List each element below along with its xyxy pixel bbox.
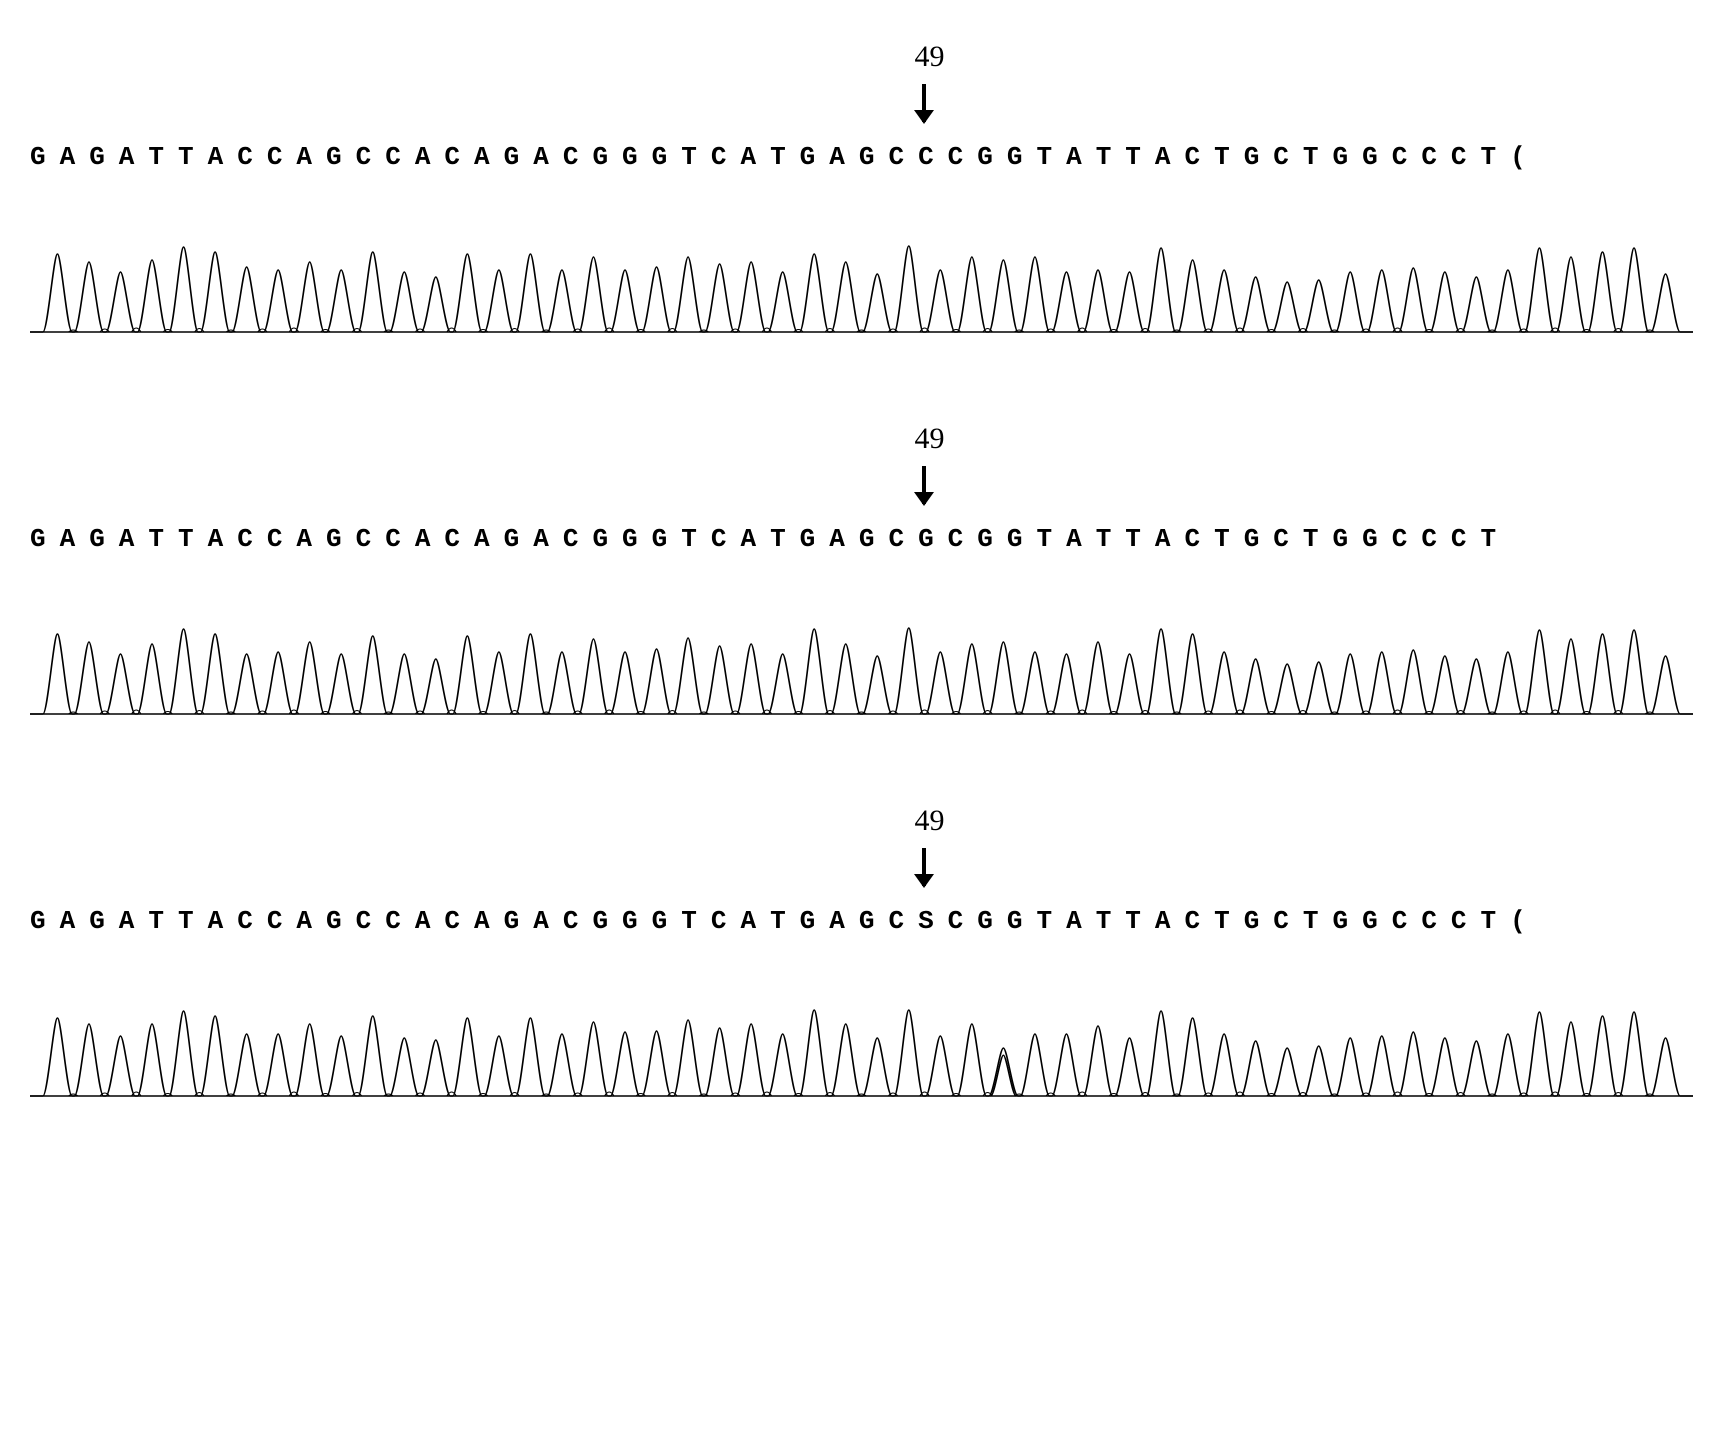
trace-container xyxy=(30,202,1693,342)
down-arrow-icon xyxy=(922,84,926,122)
down-arrow-icon xyxy=(922,848,926,886)
chromatogram-panel-3: 49 GAGATTACCAGCCACAGACGGGTCATGAGCSCGGTATT… xyxy=(30,804,1693,1106)
sequence-text: GAGATTACCAGCCACAGACGGGTCATGAGCSCGGTATTAC… xyxy=(30,906,1693,936)
down-arrow-icon xyxy=(922,466,926,504)
chromatogram-panel-1: 49 GAGATTACCAGCCACAGACGGGTCATGAGCCCGGTATT… xyxy=(30,40,1693,342)
sequence-text: GAGATTACCAGCCACAGACGGGTCATGAGCCCGGTATTAC… xyxy=(30,142,1693,172)
chromatogram-trace xyxy=(30,966,1693,1106)
trace-container xyxy=(30,966,1693,1106)
chromatogram-panel-2: 49 GAGATTACCAGCCACAGACGGGTCATGAGCGCGGTATT… xyxy=(30,422,1693,724)
position-label: 49 xyxy=(30,422,1693,456)
chromatogram-trace xyxy=(30,584,1693,724)
position-label: 49 xyxy=(30,804,1693,838)
position-label: 49 xyxy=(30,40,1693,74)
arrow-indicator xyxy=(30,848,1693,898)
sequence-text: GAGATTACCAGCCACAGACGGGTCATGAGCGCGGTATTAC… xyxy=(30,524,1693,554)
trace-container xyxy=(30,584,1693,724)
arrow-indicator xyxy=(30,84,1693,134)
chromatogram-trace xyxy=(30,202,1693,342)
arrow-indicator xyxy=(30,466,1693,516)
